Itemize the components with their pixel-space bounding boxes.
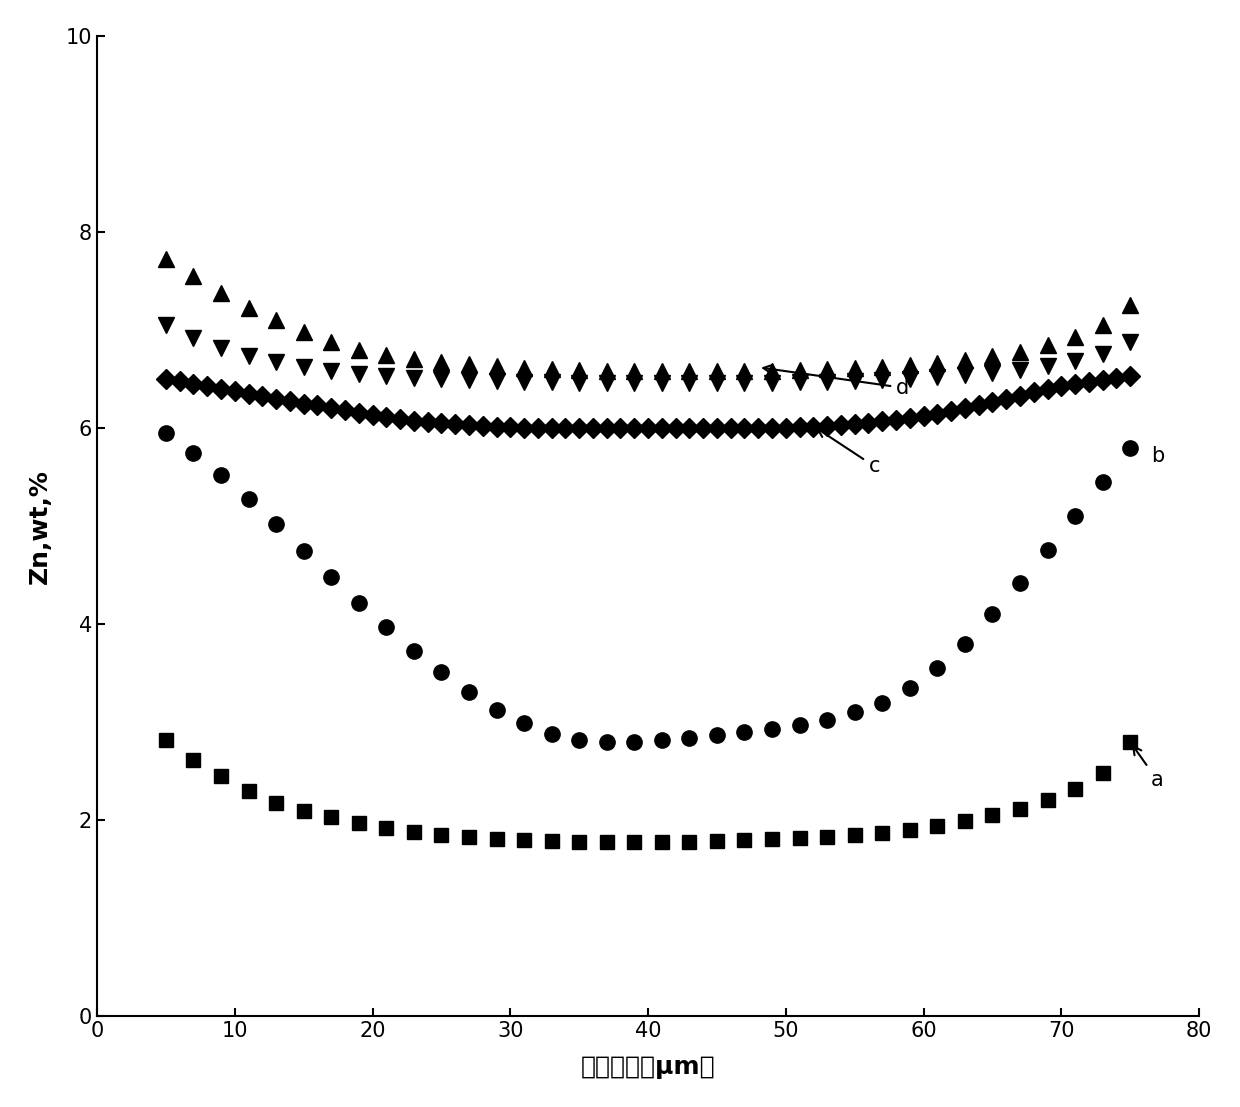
Text: a: a — [1133, 746, 1163, 790]
Y-axis label: Zn,wt,%: Zn,wt,% — [27, 468, 52, 583]
Text: b: b — [1151, 446, 1164, 466]
X-axis label: 晶粒边界（μm）: 晶粒边界（μm） — [580, 1055, 715, 1079]
Text: c: c — [817, 428, 880, 476]
Text: d: d — [764, 365, 909, 397]
